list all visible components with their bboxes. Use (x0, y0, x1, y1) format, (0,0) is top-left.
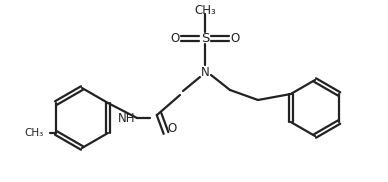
Text: CH₃: CH₃ (25, 128, 44, 138)
Text: O: O (170, 31, 180, 45)
Text: O: O (230, 31, 240, 45)
Text: O: O (167, 122, 177, 134)
Text: NH: NH (118, 112, 136, 124)
Text: CH₃: CH₃ (194, 3, 216, 17)
Text: N: N (201, 66, 210, 78)
Text: S: S (201, 31, 209, 45)
